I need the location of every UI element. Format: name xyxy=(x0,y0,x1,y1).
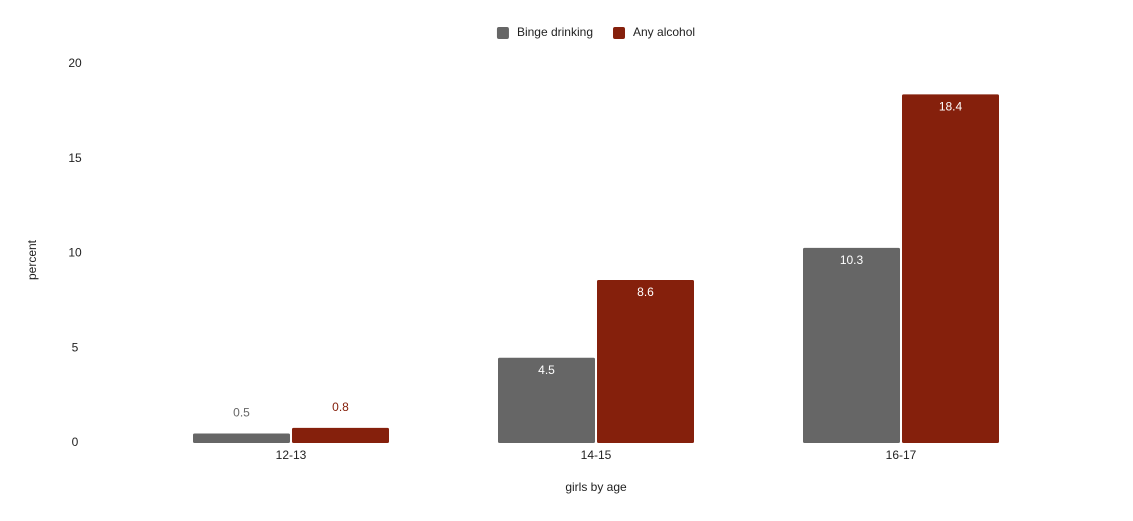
legend-label: Any alcohol xyxy=(633,25,695,39)
x-tick-label: 16-17 xyxy=(886,448,917,462)
bar xyxy=(597,280,694,443)
y-axis-label: percent xyxy=(25,239,39,280)
bar xyxy=(292,427,389,443)
y-tick-label: 0 xyxy=(72,435,79,449)
legend: Binge drinking Any alcohol xyxy=(496,25,695,39)
y-tick-label: 20 xyxy=(68,56,82,70)
data-label: 18.4 xyxy=(939,99,963,113)
bar xyxy=(803,247,900,443)
bar xyxy=(193,433,290,443)
data-label: 0.5 xyxy=(233,406,250,420)
x-tick-label: 12-13 xyxy=(276,448,307,462)
legend-swatch xyxy=(496,27,509,39)
legend-swatch xyxy=(613,27,626,39)
bar xyxy=(498,357,595,443)
data-label: 8.6 xyxy=(637,285,654,299)
y-tick-label: 15 xyxy=(68,151,82,165)
y-tick-label: 10 xyxy=(68,246,82,260)
bar xyxy=(902,94,999,443)
x-tick-label: 14-15 xyxy=(581,448,612,462)
x-axis-label: girls by age xyxy=(565,480,627,494)
y-tick-label: 5 xyxy=(72,340,79,354)
data-label: 10.3 xyxy=(840,253,864,267)
data-label: 0.8 xyxy=(332,400,349,414)
data-label: 4.5 xyxy=(538,363,555,377)
legend-label: Binge drinking xyxy=(517,25,593,39)
